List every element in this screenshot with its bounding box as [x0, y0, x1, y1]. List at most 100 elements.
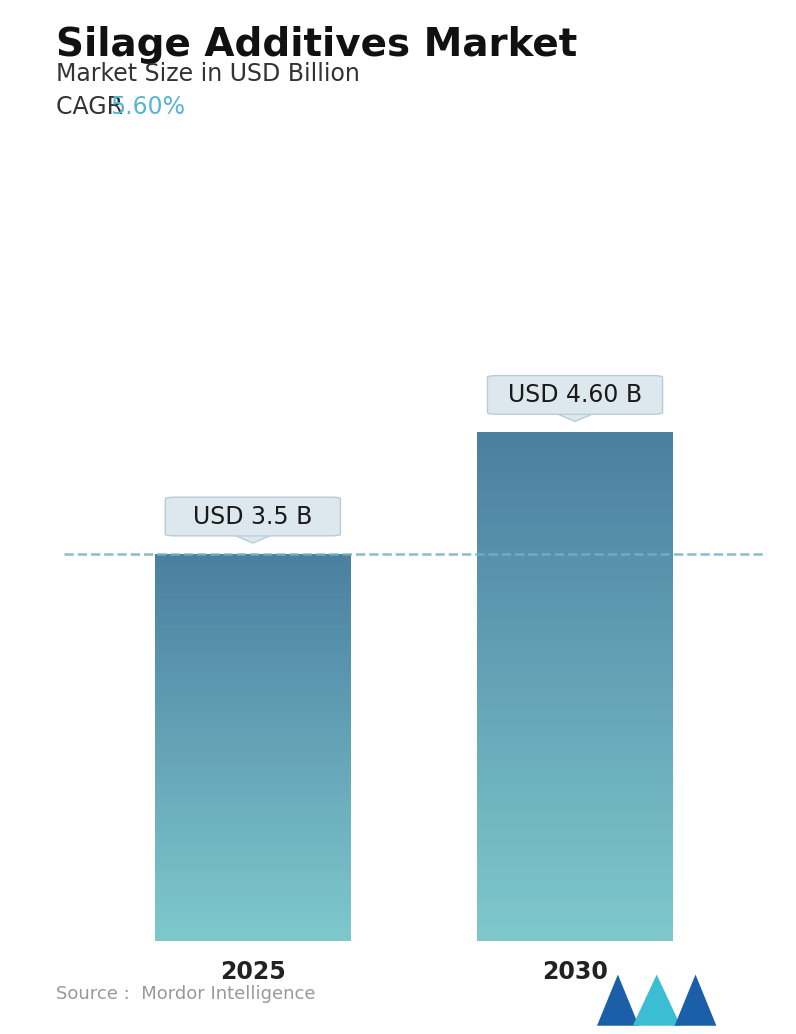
Bar [477, 890, 673, 891]
Bar [477, 619, 673, 620]
Bar [477, 887, 673, 888]
Bar [154, 733, 351, 734]
Bar [477, 700, 673, 702]
Bar [477, 803, 673, 805]
Bar [477, 516, 673, 517]
Bar [477, 863, 673, 864]
Bar [477, 676, 673, 678]
Bar [477, 694, 673, 695]
Bar [154, 894, 351, 895]
Bar [477, 519, 673, 521]
Bar [477, 707, 673, 708]
Bar [154, 906, 351, 908]
Bar [154, 601, 351, 602]
Bar [154, 803, 351, 804]
Bar [154, 816, 351, 817]
Bar [477, 575, 673, 577]
Bar [477, 681, 673, 683]
Bar [477, 446, 673, 448]
Bar [477, 901, 673, 902]
Bar [477, 906, 673, 907]
Bar [154, 758, 351, 759]
Polygon shape [633, 974, 681, 1026]
Text: Source :  Mordor Intelligence: Source : Mordor Intelligence [56, 985, 315, 1003]
Bar [154, 753, 351, 754]
Bar [477, 458, 673, 460]
Text: USD 4.60 B: USD 4.60 B [508, 383, 642, 407]
Bar [154, 727, 351, 728]
Bar [477, 853, 673, 854]
Bar [154, 676, 351, 678]
Bar [477, 548, 673, 549]
Bar [154, 812, 351, 814]
Bar [477, 888, 673, 890]
Bar [154, 934, 351, 935]
Bar [477, 657, 673, 658]
Bar [154, 841, 351, 842]
Bar [154, 887, 351, 888]
Bar [154, 925, 351, 926]
Bar [154, 833, 351, 835]
Bar [477, 610, 673, 612]
Bar [154, 835, 351, 837]
Bar [154, 857, 351, 858]
Bar [477, 726, 673, 727]
Bar [477, 521, 673, 522]
Bar [477, 751, 673, 753]
Bar [477, 673, 673, 675]
Bar [154, 895, 351, 898]
Bar [477, 883, 673, 885]
Bar [477, 453, 673, 455]
Bar [154, 585, 351, 586]
Bar [477, 766, 673, 768]
Bar [477, 472, 673, 474]
Bar [154, 899, 351, 900]
Bar [477, 497, 673, 498]
Bar [154, 739, 351, 741]
Bar [477, 773, 673, 774]
Bar [477, 718, 673, 719]
Bar [154, 767, 351, 768]
Bar [154, 742, 351, 743]
Bar [154, 882, 351, 883]
Bar [154, 618, 351, 619]
Bar [477, 851, 673, 853]
Bar [154, 888, 351, 889]
Bar [477, 882, 673, 883]
Bar [477, 615, 673, 617]
Bar [477, 660, 673, 662]
Bar [477, 605, 673, 607]
Bar [477, 835, 673, 838]
Bar [477, 846, 673, 848]
Text: Market Size in USD Billion: Market Size in USD Billion [56, 62, 360, 86]
Bar [477, 727, 673, 729]
Bar [154, 695, 351, 696]
Bar [154, 681, 351, 683]
Bar [477, 655, 673, 657]
Bar [154, 780, 351, 781]
Bar [477, 535, 673, 536]
Bar [154, 854, 351, 856]
Bar [154, 801, 351, 803]
Bar [477, 553, 673, 554]
Bar [154, 839, 351, 841]
Bar [477, 488, 673, 490]
Bar [477, 479, 673, 480]
Bar [154, 900, 351, 901]
Bar [154, 851, 351, 852]
Bar [477, 858, 673, 859]
Bar [154, 554, 351, 555]
Bar [477, 880, 673, 882]
Bar [477, 668, 673, 670]
Bar [154, 644, 351, 645]
Bar [477, 487, 673, 488]
Bar [154, 711, 351, 712]
Bar [154, 858, 351, 859]
Bar [154, 795, 351, 796]
Bar [477, 904, 673, 906]
Bar [154, 781, 351, 783]
Bar [477, 819, 673, 821]
Bar [154, 760, 351, 762]
Bar [154, 612, 351, 613]
Bar [477, 568, 673, 570]
